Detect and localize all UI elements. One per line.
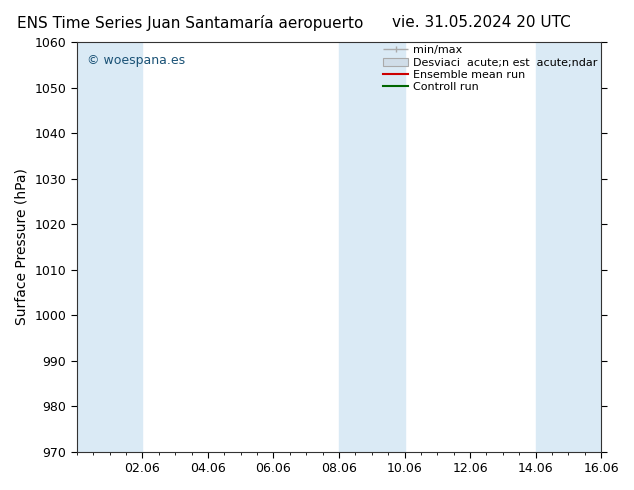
Text: ENS Time Series Juan Santamaría aeropuerto: ENS Time Series Juan Santamaría aeropuer… [17,15,363,31]
Y-axis label: Surface Pressure (hPa): Surface Pressure (hPa) [15,169,29,325]
Bar [77,42,143,452]
Bar [339,42,404,452]
Text: © woespana.es: © woespana.es [87,54,186,67]
Legend: min/max, Desviaci  acute;n est  acute;ndar, Ensemble mean run, Controll run: min/max, Desviaci acute;n est acute;ndar… [384,46,598,93]
Bar [536,42,601,452]
Text: vie. 31.05.2024 20 UTC: vie. 31.05.2024 20 UTC [392,15,571,30]
